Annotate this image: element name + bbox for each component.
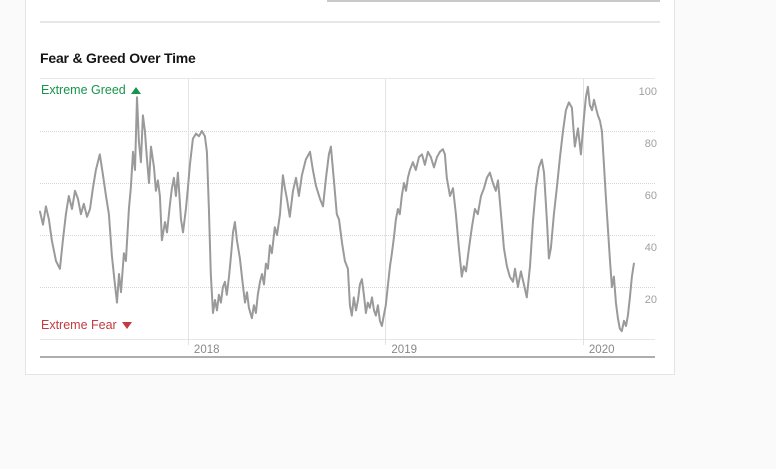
x-axis-label: 2020 (588, 344, 615, 356)
y-gridline (40, 235, 655, 236)
y-axis-label: 20 (644, 294, 657, 306)
y-axis-label: 60 (644, 190, 657, 202)
y-axis-label: 80 (644, 138, 657, 150)
y-gridline (40, 131, 655, 132)
chart-title: Fear & Greed Over Time (40, 50, 196, 66)
x-axis-line (40, 356, 655, 358)
triangle-down-icon (121, 321, 132, 329)
plot-area[interactable]: Extreme Greed Extreme Fear 20 40 60 80 100 20… (39, 78, 657, 356)
extreme-fear-label: Extreme Fear (41, 318, 132, 332)
y-gridline (40, 287, 655, 288)
x-axis-label: 2018 (193, 344, 220, 356)
extreme-fear-text: Extreme Fear (41, 318, 117, 332)
index-line-series (39, 85, 635, 333)
section-divider (40, 21, 660, 23)
extreme-greed-label: Extreme Greed (41, 83, 141, 97)
year-gridline (187, 79, 189, 345)
fear-greed-card (25, 0, 675, 375)
triangle-up-icon (130, 86, 141, 94)
truncated-element-border (327, 0, 660, 2)
year-gridline (582, 79, 584, 345)
extreme-greed-text: Extreme Greed (41, 83, 126, 97)
y-axis-label: 100 (638, 86, 657, 98)
y-gridline (40, 183, 655, 184)
y-axis-label: 40 (644, 242, 657, 254)
year-gridline (385, 79, 387, 345)
x-axis-label: 2019 (391, 344, 417, 356)
